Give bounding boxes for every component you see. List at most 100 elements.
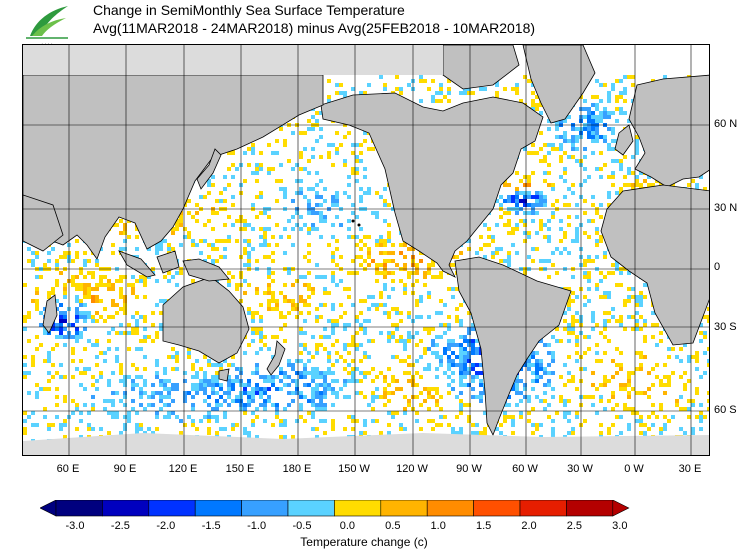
sst-cell bbox=[331, 271, 335, 275]
sst-cell bbox=[203, 371, 207, 375]
sst-cell bbox=[339, 83, 343, 87]
sst-cell bbox=[35, 251, 39, 255]
sst-cell bbox=[259, 303, 263, 307]
sst-cell bbox=[331, 259, 335, 263]
sst-cell bbox=[527, 367, 531, 371]
sst-cell bbox=[631, 295, 635, 299]
colorbar-tick-label: 3.0 bbox=[612, 520, 628, 532]
sst-cell bbox=[75, 255, 79, 259]
sst-cell bbox=[423, 367, 427, 371]
sst-cell bbox=[451, 295, 455, 299]
sst-cell bbox=[199, 387, 203, 391]
sst-cell bbox=[59, 315, 63, 319]
sst-cell bbox=[543, 407, 547, 411]
sst-cell bbox=[243, 179, 247, 183]
sst-cell bbox=[527, 203, 531, 207]
sst-cell bbox=[567, 339, 571, 343]
sst-cell bbox=[295, 391, 299, 395]
sst-cell bbox=[63, 251, 67, 255]
sst-cell bbox=[315, 183, 319, 187]
sst-cell bbox=[575, 135, 579, 139]
sst-cell bbox=[467, 383, 471, 387]
sst-cell bbox=[287, 159, 291, 163]
sst-cell bbox=[551, 143, 555, 147]
sst-cell bbox=[363, 139, 367, 143]
sst-cell bbox=[291, 379, 295, 383]
sst-cell bbox=[375, 263, 379, 267]
sst-cell bbox=[323, 403, 327, 407]
sst-cell bbox=[135, 427, 139, 431]
sst-cell bbox=[639, 171, 643, 175]
sst-cell bbox=[299, 167, 303, 171]
sst-cell bbox=[611, 111, 615, 115]
sst-cell bbox=[415, 331, 419, 335]
sst-cell bbox=[595, 343, 599, 347]
colorbar-tick-label: 2.5 bbox=[566, 520, 583, 532]
sst-cell bbox=[247, 379, 251, 383]
sst-cell bbox=[707, 363, 709, 367]
sst-cell bbox=[391, 415, 395, 419]
sst-cell bbox=[275, 223, 279, 227]
sst-cell bbox=[247, 403, 251, 407]
sst-cell bbox=[623, 403, 627, 407]
sst-cell bbox=[127, 283, 131, 287]
sst-cell bbox=[651, 335, 655, 339]
sst-cell bbox=[347, 323, 351, 327]
sst-cell bbox=[147, 247, 151, 251]
sst-cell bbox=[539, 199, 543, 203]
sst-cell bbox=[523, 199, 527, 203]
sst-cell bbox=[247, 311, 251, 315]
sst-cell bbox=[115, 311, 119, 315]
sst-cell bbox=[167, 243, 171, 247]
sst-cell bbox=[599, 431, 603, 435]
sst-cell bbox=[259, 235, 263, 239]
sst-cell bbox=[547, 403, 551, 407]
graticule bbox=[23, 45, 709, 455]
sst-cell bbox=[235, 423, 239, 427]
sst-cell bbox=[111, 299, 115, 303]
sst-cell bbox=[487, 243, 491, 247]
sst-cell bbox=[363, 319, 367, 323]
sst-cell bbox=[447, 287, 451, 291]
sst-cell bbox=[335, 239, 339, 243]
colorbar-tick-label: 0.5 bbox=[385, 520, 401, 532]
sst-cell bbox=[707, 399, 709, 403]
sst-cell bbox=[699, 323, 703, 327]
sst-cell bbox=[583, 395, 587, 399]
sst-cell bbox=[63, 319, 67, 323]
sst-cell bbox=[119, 331, 123, 335]
sst-cell bbox=[283, 187, 287, 191]
sst-cell bbox=[231, 203, 235, 207]
sst-cell bbox=[551, 251, 555, 255]
sst-cell bbox=[463, 375, 467, 379]
sst-cell bbox=[571, 155, 575, 159]
sst-cell bbox=[347, 343, 351, 347]
sst-cell bbox=[399, 311, 403, 315]
sst-cell bbox=[595, 135, 599, 139]
sst-cell bbox=[243, 247, 247, 251]
sst-cell bbox=[375, 271, 379, 275]
sst-cell bbox=[379, 263, 383, 267]
sst-cell bbox=[351, 235, 355, 239]
sst-cell bbox=[219, 199, 223, 203]
sst-cell bbox=[155, 427, 159, 431]
sst-cell bbox=[583, 155, 587, 159]
sst-cell bbox=[451, 287, 455, 291]
sst-cell bbox=[531, 171, 535, 175]
sst-cell bbox=[327, 99, 331, 103]
sst-cell bbox=[491, 255, 495, 259]
sst-cell bbox=[75, 335, 79, 339]
sst-cell bbox=[383, 287, 387, 291]
sst-cell bbox=[595, 227, 599, 231]
sst-cell bbox=[387, 423, 391, 427]
sst-cell bbox=[335, 319, 339, 323]
sst-cell bbox=[319, 203, 323, 207]
sst-cell bbox=[111, 391, 115, 395]
sst-cell bbox=[591, 259, 595, 263]
sst-cell bbox=[251, 423, 255, 427]
sst-cell bbox=[343, 427, 347, 431]
sst-cell bbox=[511, 199, 515, 203]
sst-cell bbox=[223, 223, 227, 227]
sst-cell bbox=[351, 419, 355, 423]
sst-cell bbox=[307, 283, 311, 287]
